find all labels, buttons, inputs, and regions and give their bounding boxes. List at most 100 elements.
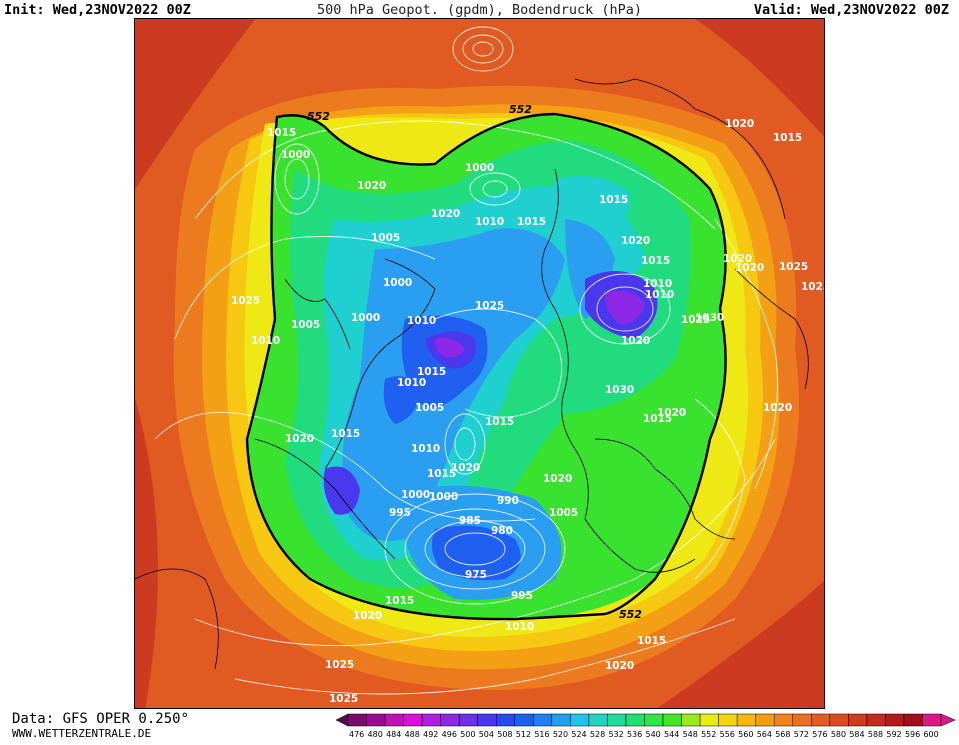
legend-tick-label: 592 xyxy=(886,730,901,739)
pressure-label: 1015 xyxy=(643,413,672,425)
legend-swatch xyxy=(403,713,423,727)
legend-tick-label: 516 xyxy=(534,730,549,739)
legend-swatch xyxy=(477,713,497,727)
pressure-label: 1000 xyxy=(401,489,430,501)
valid-time-label: Valid: Wed,23NOV2022 00Z xyxy=(753,2,949,18)
legend-tick-label: 532 xyxy=(608,730,623,739)
pressure-label: 1020 xyxy=(723,253,752,265)
pressure-label: 995 xyxy=(511,590,533,602)
legend-swatch xyxy=(681,713,701,727)
contour-label: 552 xyxy=(509,103,532,116)
pressure-label: 1005 xyxy=(371,232,400,244)
pressure-label: 1020 xyxy=(353,610,382,622)
pressure-label: 995 xyxy=(389,507,411,519)
legend-swatch xyxy=(551,713,571,727)
legend-tick-label: 504 xyxy=(479,730,494,739)
legend-tick-label: 572 xyxy=(794,730,809,739)
legend-swatch xyxy=(496,713,516,727)
legend-tick-label: 584 xyxy=(849,730,864,739)
legend-tick-label: 512 xyxy=(516,730,531,739)
color-legend: 476 480 484 488 492 496 500 504 508 512 516 520 524 5… xyxy=(334,712,959,741)
legend-swatch xyxy=(588,713,608,727)
legend-swatch xyxy=(625,713,645,727)
header-bar: Init: Wed,23NOV2022 00Z 500 hPa Geopot. … xyxy=(0,0,959,18)
legend-swatch xyxy=(440,713,460,727)
legend-tick-label: 528 xyxy=(590,730,605,739)
pressure-label: 1020 xyxy=(285,433,314,445)
legend-swatch xyxy=(347,713,367,727)
pressure-label: 975 xyxy=(465,569,487,581)
pressure-label: 1025 xyxy=(681,314,710,326)
legend-swatch xyxy=(755,713,775,727)
legend-swatch xyxy=(811,713,831,727)
pressure-label: 1005 xyxy=(415,402,444,414)
pressure-label: 980 xyxy=(491,525,513,537)
pressure-label: 990 xyxy=(497,495,519,507)
chart-title: 500 hPa Geopot. (gpdm), Bodendruck (hPa) xyxy=(316,2,643,18)
legend-bar: 476 480 484 488 492 496 500 504 508 512 516 520 524 5… xyxy=(335,713,956,739)
pressure-label: 1015 xyxy=(417,366,446,378)
pressure-label: 1020 xyxy=(431,208,460,220)
pressure-label: 1010 xyxy=(505,621,534,633)
pressure-label: 1015 xyxy=(485,416,514,428)
legend-tick-label: 556 xyxy=(720,730,735,739)
pressure-label: 1020 xyxy=(657,407,686,419)
init-time-label: Init: Wed,23NOV2022 00Z xyxy=(4,2,191,18)
pressure-label: 1025 xyxy=(325,659,354,671)
pressure-label: 1000 xyxy=(351,312,380,324)
legend-tick-label: 596 xyxy=(905,730,920,739)
legend-tick-label: 524 xyxy=(571,730,586,739)
pressure-label: 1015 xyxy=(773,132,802,144)
legend-tick-label: 544 xyxy=(664,730,679,739)
contour-552-labels: 552 552 552 xyxy=(307,103,642,621)
map-canvas: 552 552 552 1015100010201005100010001005… xyxy=(135,19,825,708)
isobar-lines xyxy=(154,26,778,695)
website-label: WWW.WETTERZENTRALE.DE xyxy=(12,727,152,740)
legend-swatch xyxy=(699,713,719,727)
pressure-label: 1010 xyxy=(645,289,674,301)
pressure-label: 1010 xyxy=(251,335,280,347)
legend-arrow-left xyxy=(335,713,349,727)
legend-tick-label: 492 xyxy=(423,730,438,739)
legend-tick-label: 560 xyxy=(738,730,753,739)
data-source-label: Data: GFS OPER 0.250° xyxy=(12,711,190,727)
contour-label: 552 xyxy=(307,110,330,123)
pressure-label: 985 xyxy=(459,515,481,527)
legend-swatch xyxy=(533,713,553,727)
pressure-label: 1020 xyxy=(621,335,650,347)
legend-tick-label: 580 xyxy=(831,730,846,739)
legend-tick-label: 484 xyxy=(386,730,401,739)
pressure-label: 1025 xyxy=(801,281,825,293)
pressure-labels: 1015100010201005100010001005101010201010… xyxy=(231,118,825,705)
legend-tick-label: 500 xyxy=(460,730,475,739)
pressure-label: 1005 xyxy=(291,319,320,331)
legend-tick-label: 480 xyxy=(368,730,383,739)
height-field-bands xyxy=(135,19,824,708)
pressure-label: 1020 xyxy=(621,235,650,247)
legend-tick-label: 552 xyxy=(701,730,716,739)
pressure-label: 1000 xyxy=(281,149,310,161)
pressure-label: 1010 xyxy=(643,278,672,290)
pressure-label: 1000 xyxy=(429,491,458,503)
legend-swatch xyxy=(662,713,682,727)
legend-tick-label: 564 xyxy=(757,730,772,739)
pressure-label: 1015 xyxy=(427,468,456,480)
legend-swatch xyxy=(736,713,756,727)
pressure-label: 1005 xyxy=(549,507,578,519)
legend-tick-label: 476 xyxy=(349,730,364,739)
legend-swatch xyxy=(458,713,478,727)
legend-tick-label: 488 xyxy=(405,730,420,739)
legend-swatch xyxy=(829,713,849,727)
legend-swatch xyxy=(644,713,664,727)
legend-swatch xyxy=(773,713,793,727)
pressure-label: 1030 xyxy=(695,312,724,324)
pressure-label: 1020 xyxy=(357,180,386,192)
coastlines xyxy=(135,78,809,670)
pressure-label: 1025 xyxy=(779,261,808,273)
legend-swatch xyxy=(384,713,404,727)
pressure-label: 1020 xyxy=(735,262,764,274)
legend-swatch xyxy=(718,713,738,727)
pressure-label: 1015 xyxy=(331,428,360,440)
contour-label: 552 xyxy=(619,608,642,621)
pressure-label: 1000 xyxy=(383,277,412,289)
